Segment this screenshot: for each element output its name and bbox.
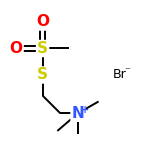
Text: Br: Br [112,69,126,81]
Text: S: S [37,68,48,82]
Text: +: + [81,105,89,115]
Text: O: O [10,41,23,56]
Text: O: O [36,15,49,30]
Text: N: N [72,106,84,121]
Text: S: S [37,41,48,56]
Text: ⁻: ⁻ [124,66,130,76]
